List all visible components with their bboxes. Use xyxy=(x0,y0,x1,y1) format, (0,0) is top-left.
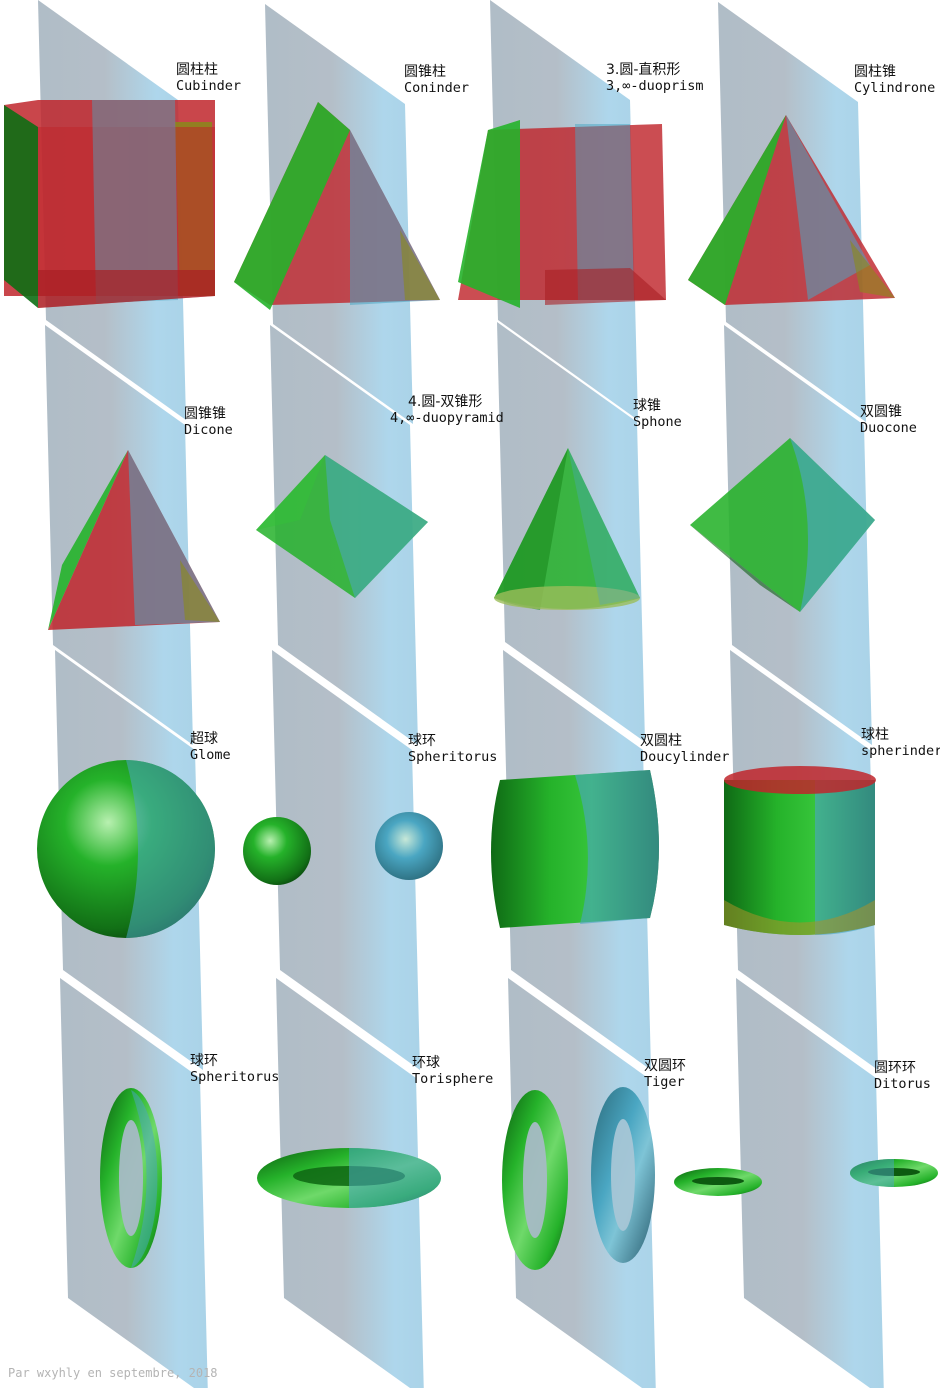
label-zh: 3.圆-直积形 xyxy=(606,62,681,78)
label-zh: 圆锥锥 xyxy=(184,406,226,422)
spherinder-top xyxy=(724,766,876,794)
shape-face xyxy=(180,560,220,622)
shape-face xyxy=(325,455,428,598)
figure-label-cubinder: 圆柱柱 Cubinder xyxy=(176,62,241,94)
figure-label-glome: 超球 Glome xyxy=(190,731,231,763)
shape-face xyxy=(38,127,215,308)
tiger-small-hole xyxy=(692,1177,744,1185)
shape-face xyxy=(4,105,38,308)
spherinder-section xyxy=(815,780,875,935)
figure-label-spherinder: 球柱 spherinder xyxy=(861,727,940,759)
spherinder-bottom xyxy=(724,900,875,935)
label-en: Torisphere xyxy=(412,1071,494,1087)
label-en: 4,∞-duopyramid xyxy=(390,410,504,426)
label-en: Tiger xyxy=(644,1074,685,1090)
label-en: 3,∞-duoprism xyxy=(606,78,704,94)
label-zh: 4.圆-双锥形 xyxy=(408,394,483,410)
shape-face xyxy=(38,270,215,308)
author-credit: Par wxyhly en septembre, 2018 xyxy=(8,1366,218,1380)
label-en: Spheritorus xyxy=(190,1069,280,1085)
label-zh: 双圆环 xyxy=(644,1058,686,1074)
duocylinder-section xyxy=(575,770,659,924)
shape-face xyxy=(545,268,666,305)
label-en: Duocone xyxy=(860,420,917,436)
label-zh: 圆锥柱 xyxy=(404,64,446,80)
ditorus-section xyxy=(850,1159,894,1187)
sphone-base xyxy=(494,586,640,610)
shape-face xyxy=(458,120,520,308)
figure-label-tiger: 双圆环 Tiger xyxy=(644,1058,686,1090)
label-zh: 超球 xyxy=(190,731,218,747)
label-en: Spheritorus xyxy=(408,749,498,765)
shape-face xyxy=(234,102,350,310)
label-zh: 圆柱柱 xyxy=(176,62,218,78)
label-zh: 环球 xyxy=(412,1055,440,1071)
shape-face xyxy=(92,100,178,303)
label-en: Cylindrone xyxy=(854,80,936,96)
label-en: Coninder xyxy=(404,80,470,96)
figure-label-duocylinder: 双圆柱 Doucylinder xyxy=(640,733,729,765)
figure-label-duocone: 双圆锥 Duocone xyxy=(860,404,917,436)
spheritorus-ball-left xyxy=(243,817,311,885)
label-zh: 球环 xyxy=(190,1053,218,1069)
label-zh: 球环 xyxy=(408,733,436,749)
figure-label-dicone: 圆锥锥 Dicone xyxy=(184,406,233,438)
figure-label-duopyramid: 4.圆-双锥形 4,∞-duopyramid xyxy=(390,394,504,426)
tiger-hole-right xyxy=(611,1119,635,1231)
figure-label-spheritorus-ring: 球环 Spheritorus xyxy=(190,1053,279,1085)
label-en: Doucylinder xyxy=(640,749,730,765)
label-zh: 双圆柱 xyxy=(640,733,682,749)
sphone-shade xyxy=(494,448,568,610)
figure-label-torisphere: 环球 Torisphere xyxy=(412,1055,493,1087)
section-plane xyxy=(272,650,420,1070)
label-en: spherinder xyxy=(861,743,940,759)
figure-label-cylindrone: 圆柱锥 Cylindrone xyxy=(854,64,935,96)
spheritorus-ball-right xyxy=(375,812,443,880)
label-en: Sphone xyxy=(633,414,682,430)
shape-face xyxy=(850,240,895,298)
torisphere-section xyxy=(349,1148,441,1208)
shape-face xyxy=(688,115,786,305)
figure-label-duoprism: 3.圆-直积形 3,∞-duoprism xyxy=(606,62,704,94)
label-zh: 双圆锥 xyxy=(860,404,902,420)
shape-face xyxy=(48,450,128,630)
tiger-hole-left xyxy=(523,1122,547,1238)
section-plane xyxy=(736,978,884,1392)
duocone-shade xyxy=(690,525,800,612)
label-en: Glome xyxy=(190,747,231,763)
ring-section xyxy=(131,1090,158,1268)
shape-face xyxy=(256,455,325,530)
figure-label-coninder: 圆锥柱 Coninder xyxy=(404,64,469,96)
label-zh: 圆柱锥 xyxy=(854,64,896,80)
shape-face xyxy=(786,115,870,300)
shape-face xyxy=(128,450,220,625)
label-en: Dicone xyxy=(184,422,233,438)
label-zh: 圆环环 xyxy=(874,1060,916,1076)
label-en: Cubinder xyxy=(176,78,242,94)
ring-hole xyxy=(119,1120,143,1236)
figure-label-sphone: 球锥 Sphone xyxy=(633,398,682,430)
label-zh: 球柱 xyxy=(861,727,889,743)
label-en: Ditorus xyxy=(874,1076,931,1092)
label-zh: 球锥 xyxy=(633,398,661,414)
figure-label-spheritorus-balls: 球环 Spheritorus xyxy=(408,733,497,765)
glome-section xyxy=(126,760,215,938)
duocone-section xyxy=(790,438,875,612)
section-plane xyxy=(508,978,656,1392)
shape-face xyxy=(575,124,634,300)
figure-label-ditorus: 圆环环 Ditorus xyxy=(874,1060,931,1092)
shape-face xyxy=(400,230,440,300)
sphone-section xyxy=(568,448,640,605)
